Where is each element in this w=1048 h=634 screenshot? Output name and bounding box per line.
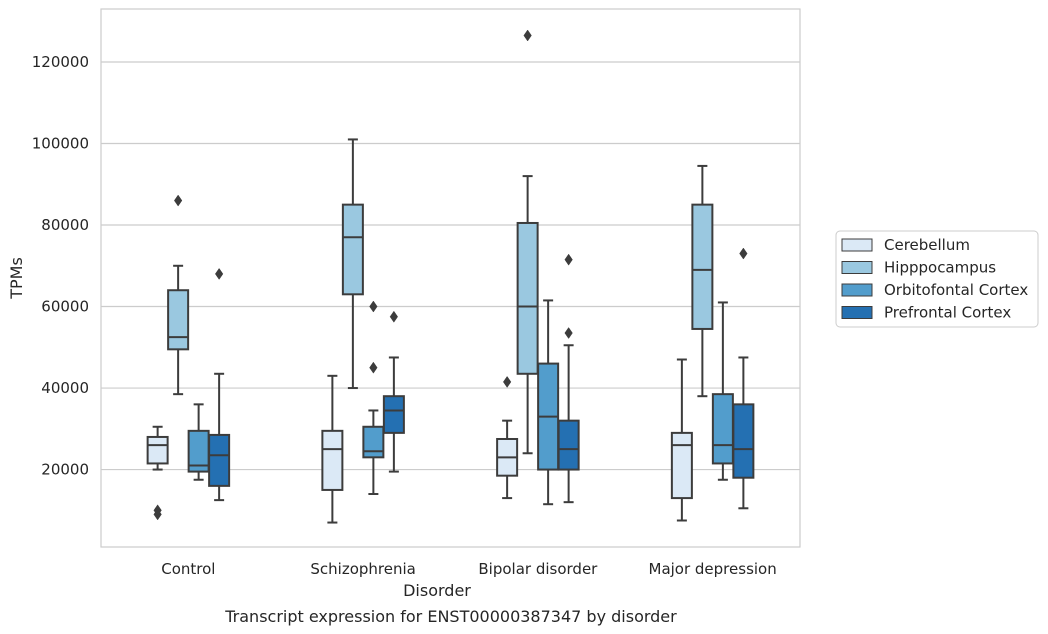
box-iqr — [711, 393, 734, 465]
y-tick-label: 60000 — [41, 298, 89, 316]
outlier-point — [153, 504, 162, 517]
x-tick-label: Bipolar disorder — [478, 560, 598, 578]
box-iqr — [146, 435, 169, 465]
x-tick-label: Schizophrenia — [310, 560, 415, 578]
box-plot — [537, 299, 560, 506]
y-tick-label: 100000 — [32, 135, 89, 153]
box-iqr — [362, 425, 385, 459]
box-iqr — [341, 203, 364, 296]
outlier-point — [503, 375, 512, 388]
box-plot — [711, 301, 734, 481]
y-axis-ticks: 20000 40000 60000 80000 100000 120000 — [32, 53, 89, 479]
outlier-point — [564, 327, 573, 339]
chart-caption: Transcript expression for ENST0000038734… — [224, 607, 677, 626]
legend-label: Prefrontal Cortex — [884, 304, 1011, 322]
outlier-point — [174, 194, 183, 207]
box-plot — [382, 310, 405, 473]
y-tick-label: 40000 — [41, 379, 89, 397]
box-iqr — [208, 433, 231, 487]
box-plot — [208, 267, 231, 502]
box-iqr — [557, 419, 580, 471]
box-plot — [187, 403, 210, 481]
legend-swatch — [841, 261, 873, 274]
box-iqr — [732, 403, 755, 479]
box-iqr — [167, 289, 190, 351]
legend-frame — [835, 230, 1039, 328]
outlier-point — [564, 253, 573, 266]
box-plot — [557, 253, 580, 504]
outlier-point — [369, 361, 378, 374]
legend-swatch — [841, 238, 873, 252]
y-tick-label: 80000 — [41, 216, 89, 234]
box-plot — [341, 138, 364, 390]
y-axis-title: TPMs — [7, 257, 26, 300]
box-iqr — [691, 203, 714, 330]
box-iqr — [382, 395, 405, 434]
legend-swatch — [841, 306, 873, 319]
outlier-point — [215, 267, 224, 280]
x-axis-title: Disorder — [403, 581, 471, 600]
box-plot — [146, 425, 169, 521]
box-plot — [362, 300, 385, 496]
box-plot — [496, 375, 519, 500]
box-plot — [691, 164, 714, 398]
x-tick-label: Major depression — [649, 560, 777, 578]
y-tick-label: 120000 — [32, 53, 89, 71]
outlier-point — [739, 247, 748, 260]
x-tick-label: Control — [161, 560, 215, 578]
legend-label: Cerebellum — [884, 236, 970, 254]
box-iqr — [670, 431, 693, 500]
legend-label: Hipppocampus — [884, 259, 996, 277]
legend: Cerebellum Hipppocampus Orbitofontal Corte… — [835, 230, 1039, 328]
plot-frame — [100, 8, 801, 548]
box-plot — [167, 194, 190, 396]
y-tick-label: 20000 — [41, 461, 89, 479]
box-plot — [321, 374, 344, 524]
box-plot — [670, 358, 693, 522]
box-iqr — [321, 429, 344, 491]
outlier-point — [389, 310, 398, 323]
outlier-point — [369, 300, 378, 313]
x-axis-ticks: Control Schizophrenia Bipolar disorder Majo… — [161, 560, 776, 578]
legend-label: Orbitofontal Cortex — [884, 281, 1028, 299]
box-plots — [146, 29, 755, 524]
legend-swatch — [841, 283, 873, 297]
box-iqr — [516, 221, 539, 375]
box-plot — [732, 247, 755, 510]
outlier-point — [523, 29, 532, 42]
box-plot — [516, 29, 539, 455]
